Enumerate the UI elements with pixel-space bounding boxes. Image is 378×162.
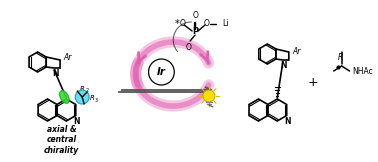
Text: O: O <box>192 11 198 19</box>
Circle shape <box>203 90 215 102</box>
Text: R: R <box>80 86 85 92</box>
Text: R: R <box>90 95 95 101</box>
Text: P: P <box>192 28 198 36</box>
Text: R: R <box>338 53 343 63</box>
Text: N: N <box>284 117 291 127</box>
Text: Ar: Ar <box>63 53 71 63</box>
Text: 3: 3 <box>95 98 98 103</box>
Text: N: N <box>73 117 80 127</box>
Text: Ar: Ar <box>293 46 301 56</box>
Text: O: O <box>185 43 191 52</box>
Text: +: + <box>308 75 318 88</box>
Circle shape <box>149 59 174 85</box>
Text: Ir: Ir <box>157 67 166 77</box>
Circle shape <box>75 90 89 104</box>
Text: *: * <box>175 19 180 29</box>
Ellipse shape <box>59 91 69 103</box>
Text: O: O <box>204 19 210 29</box>
Text: N: N <box>52 69 58 78</box>
Text: 2: 2 <box>85 88 88 93</box>
Text: axial &
central
chirality: axial & central chirality <box>44 125 79 155</box>
Text: NHAc: NHAc <box>353 66 373 75</box>
Text: Li: Li <box>222 19 228 29</box>
Text: O: O <box>179 19 185 29</box>
Text: N: N <box>280 61 287 70</box>
